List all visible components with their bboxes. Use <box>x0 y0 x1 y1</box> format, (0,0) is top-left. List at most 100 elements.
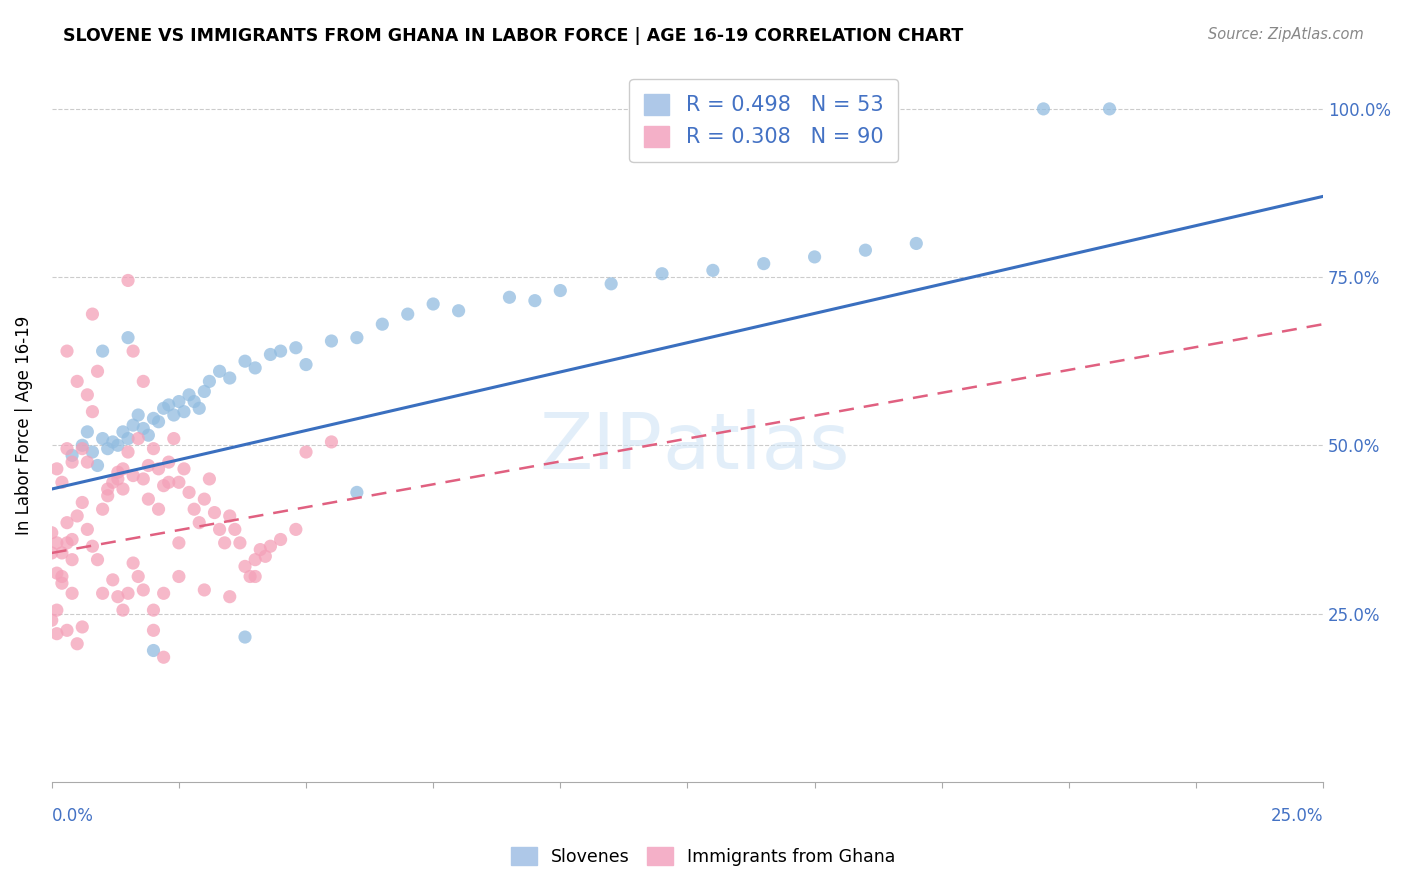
Point <box>498 290 520 304</box>
Point <box>122 344 145 359</box>
Point <box>1032 102 1054 116</box>
Point <box>60 533 83 547</box>
Point <box>208 364 231 378</box>
Point <box>157 455 180 469</box>
Point <box>752 257 775 271</box>
Point <box>51 475 73 490</box>
Point <box>45 462 67 476</box>
Point <box>132 375 155 389</box>
Point <box>86 458 108 473</box>
Point <box>142 603 165 617</box>
Point <box>132 421 155 435</box>
Point <box>97 442 120 456</box>
Point <box>167 475 190 490</box>
Point <box>91 432 114 446</box>
Point <box>163 432 186 446</box>
Point <box>1098 102 1121 116</box>
Point <box>107 465 129 479</box>
Point <box>321 434 343 449</box>
Point <box>229 536 252 550</box>
Point <box>295 445 318 459</box>
Point <box>183 502 205 516</box>
Point <box>905 236 928 251</box>
Point <box>60 586 83 600</box>
Point <box>82 307 104 321</box>
Point <box>188 516 211 530</box>
Point <box>233 354 256 368</box>
Point <box>218 371 240 385</box>
Text: atlas: atlas <box>662 409 849 484</box>
Point <box>127 408 149 422</box>
Point <box>152 650 174 665</box>
Point <box>82 539 104 553</box>
Point <box>243 569 266 583</box>
Point <box>82 404 104 418</box>
Text: ZIP: ZIP <box>538 409 662 484</box>
Point <box>254 549 277 564</box>
Point <box>127 432 149 446</box>
Point <box>51 576 73 591</box>
Point <box>82 445 104 459</box>
Point <box>142 624 165 638</box>
Point <box>142 442 165 456</box>
Point <box>167 569 190 583</box>
Point <box>193 582 215 597</box>
Point <box>56 536 79 550</box>
Point <box>142 643 165 657</box>
Point <box>138 428 160 442</box>
Point <box>45 603 67 617</box>
Point <box>193 384 215 399</box>
Point <box>152 586 174 600</box>
Point <box>243 552 266 566</box>
Point <box>132 582 155 597</box>
Point <box>803 250 825 264</box>
Point <box>86 552 108 566</box>
Point <box>321 334 343 348</box>
Point <box>270 344 292 359</box>
Point <box>72 620 94 634</box>
Point <box>233 630 256 644</box>
Point <box>702 263 724 277</box>
Point <box>41 525 63 540</box>
Point <box>41 546 63 560</box>
Point <box>173 404 195 418</box>
Point <box>259 539 281 553</box>
Point <box>45 566 67 581</box>
Point <box>183 394 205 409</box>
Point <box>91 344 114 359</box>
Point <box>117 331 139 345</box>
Point <box>86 364 108 378</box>
Point <box>148 462 170 476</box>
Point <box>111 482 134 496</box>
Point <box>208 522 231 536</box>
Point <box>651 267 673 281</box>
Point <box>117 432 139 446</box>
Point <box>346 331 368 345</box>
Point <box>51 546 73 560</box>
Point <box>45 626 67 640</box>
Point <box>122 556 145 570</box>
Text: 25.0%: 25.0% <box>1271 807 1323 825</box>
Point <box>204 506 226 520</box>
Point <box>91 502 114 516</box>
Point <box>56 624 79 638</box>
Point <box>107 472 129 486</box>
Point <box>198 375 221 389</box>
Point <box>76 455 98 469</box>
Point <box>177 388 200 402</box>
Point <box>97 482 120 496</box>
Point <box>233 559 256 574</box>
Point <box>117 273 139 287</box>
Point <box>72 495 94 509</box>
Point <box>76 388 98 402</box>
Point <box>157 475 180 490</box>
Point <box>270 533 292 547</box>
Point <box>142 411 165 425</box>
Point <box>152 401 174 416</box>
Point <box>122 468 145 483</box>
Point <box>138 458 160 473</box>
Point <box>51 569 73 583</box>
Point <box>45 536 67 550</box>
Point <box>396 307 419 321</box>
Point <box>60 552 83 566</box>
